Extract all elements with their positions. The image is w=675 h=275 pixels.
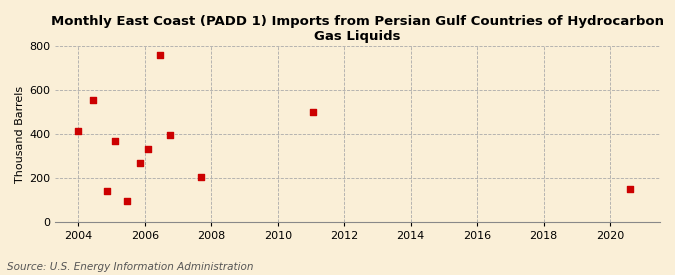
Point [165,133,176,137]
Point [122,199,132,203]
Point [624,187,635,191]
Text: Source: U.S. Energy Information Administration: Source: U.S. Energy Information Administ… [7,262,253,272]
Point [101,189,112,193]
Point [196,175,207,179]
Point [143,147,154,152]
Point [109,138,120,143]
Point [88,98,99,103]
Point [73,128,84,133]
Y-axis label: Thousand Barrels: Thousand Barrels [15,86,25,183]
Point [307,110,318,114]
Title: Monthly East Coast (PADD 1) Imports from Persian Gulf Countries of Hydrocarbon G: Monthly East Coast (PADD 1) Imports from… [51,15,664,43]
Point [155,53,165,57]
Point [134,161,145,165]
